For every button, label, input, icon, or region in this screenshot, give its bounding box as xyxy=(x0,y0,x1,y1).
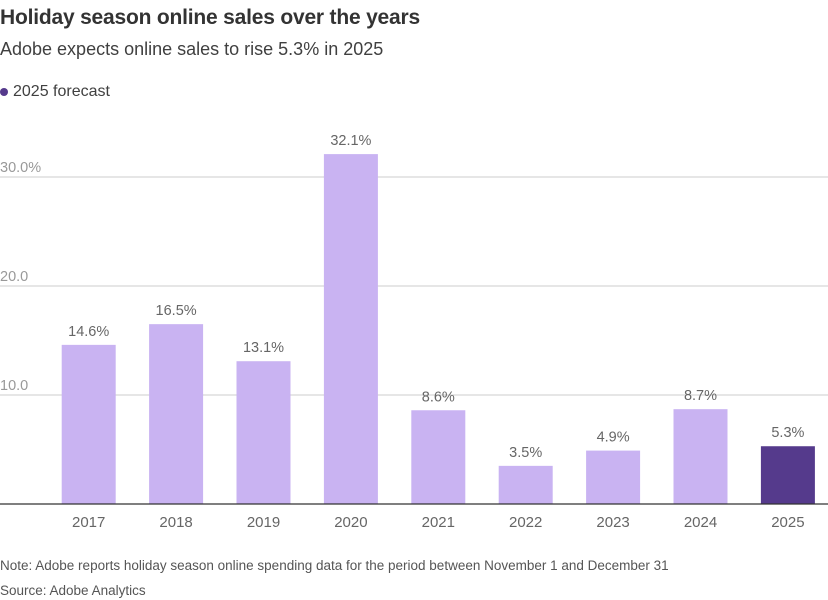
data-label: 13.1% xyxy=(243,340,284,356)
data-label: 8.6% xyxy=(422,389,455,405)
bar xyxy=(498,465,553,504)
data-label: 4.9% xyxy=(597,430,630,446)
bar xyxy=(323,154,378,505)
bar xyxy=(61,344,116,504)
x-tick-label: 2024 xyxy=(684,514,717,531)
data-label: 3.5% xyxy=(509,445,542,461)
bar-chart: 10.0 20.0 30.0% 14.6% 2017 16.5% 2018 13.1% 2019… xyxy=(0,133,828,531)
x-tick-label: 2017 xyxy=(72,514,105,531)
legend-label: 2025 forecast xyxy=(13,83,110,100)
bar xyxy=(149,324,204,504)
chart-subtitle: Adobe expects online sales to rise 5.3% … xyxy=(0,39,384,59)
x-tick-label: 2019 xyxy=(247,514,280,531)
legend: 2025 forecast xyxy=(0,83,110,101)
x-tick-label: 2023 xyxy=(596,514,629,531)
bar xyxy=(760,446,815,504)
data-label: 14.6% xyxy=(68,324,109,340)
data-label: 5.3% xyxy=(771,425,804,441)
x-tick-label: 2025 xyxy=(771,514,804,531)
y-tick-label: 30.0% xyxy=(0,160,41,176)
data-label: 16.5% xyxy=(156,303,197,319)
source-note: Source: Adobe Analytics xyxy=(0,583,146,598)
bar xyxy=(236,361,291,504)
bar xyxy=(673,409,728,504)
bar xyxy=(411,410,466,504)
chart-title: Holiday season online sales over the yea… xyxy=(0,6,420,29)
y-tick-label: 10.0 xyxy=(0,378,28,394)
legend-swatch xyxy=(0,88,8,96)
x-tick-label: 2020 xyxy=(334,514,367,531)
x-tick-label: 2018 xyxy=(159,514,192,531)
data-label: 8.7% xyxy=(684,388,717,404)
data-label: 32.1% xyxy=(330,133,371,149)
bar xyxy=(586,450,641,504)
x-tick-label: 2021 xyxy=(422,514,455,531)
y-tick-label: 20.0 xyxy=(0,269,28,285)
footnote: Note: Adobe reports holiday season onlin… xyxy=(0,558,669,573)
x-tick-label: 2022 xyxy=(509,514,542,531)
